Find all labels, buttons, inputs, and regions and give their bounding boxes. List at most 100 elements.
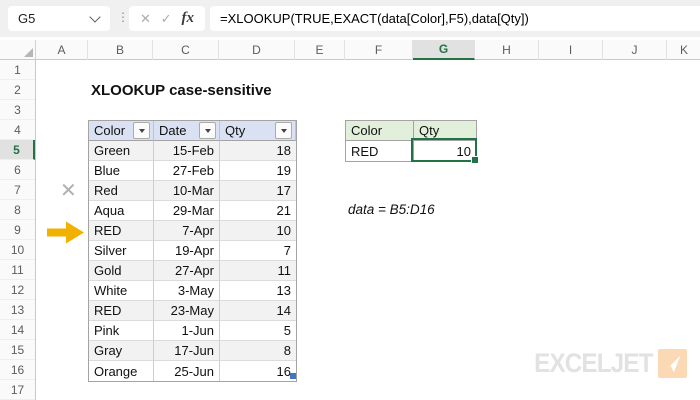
filter-icon[interactable] (199, 122, 216, 139)
row-header-12[interactable]: 12 (0, 280, 35, 300)
fill-handle[interactable] (471, 156, 479, 164)
lookup-table: Color Qty RED 10 (345, 120, 477, 162)
name-box-value: G5 (18, 11, 36, 26)
cell-date[interactable]: 17-Jun (154, 341, 220, 361)
row-header-5[interactable]: 5 (0, 140, 35, 160)
cell-date[interactable]: 23-May (154, 301, 220, 321)
cell-color[interactable]: Pink (89, 321, 154, 341)
cell-date[interactable]: 1-Jun (154, 321, 220, 341)
column-header-f[interactable]: F (345, 40, 413, 60)
table-row: Green 15-Feb 18 (89, 141, 296, 161)
table-row: Orange 25-Jun 16 (89, 361, 296, 381)
cancel-icon[interactable]: ✕ (139, 11, 151, 26)
cell-qty[interactable]: 8 (220, 341, 296, 361)
cell-date[interactable]: 7-Apr (154, 221, 220, 241)
cell-qty[interactable]: 7 (220, 241, 296, 261)
lookup-header-row: Color Qty (346, 121, 476, 141)
select-all-corner[interactable] (0, 40, 36, 60)
column-header-e[interactable]: E (295, 40, 345, 60)
cell-qty[interactable]: 21 (220, 201, 296, 221)
header-cell-qty[interactable]: Qty (220, 121, 296, 141)
cell-color[interactable]: Red (89, 181, 154, 201)
row-header-9[interactable]: 9 (0, 220, 35, 240)
row-header-10[interactable]: 10 (0, 240, 35, 260)
column-header-j[interactable]: J (603, 40, 667, 60)
row-header-6[interactable]: 6 (0, 160, 35, 180)
row-header-17[interactable]: 17 (0, 380, 35, 400)
cell-qty[interactable]: 19 (220, 161, 296, 181)
column-header-h[interactable]: H (475, 40, 539, 60)
formula-input[interactable]: =XLOOKUP(TRUE,EXACT(data[Color],F5),data… (210, 6, 700, 31)
cell-color[interactable]: Green (89, 141, 154, 161)
cell-qty[interactable]: 11 (220, 261, 296, 281)
chevron-down-icon[interactable] (89, 11, 101, 23)
row-header-16[interactable]: 16 (0, 360, 35, 380)
lookup-header-qty[interactable]: Qty (414, 121, 476, 141)
row-header-7[interactable]: 7 (0, 180, 35, 200)
lookup-header-color[interactable]: Color (346, 121, 414, 141)
row-header-3[interactable]: 3 (0, 100, 35, 120)
row-header-8[interactable]: 8 (0, 200, 35, 220)
column-header-k[interactable]: K (667, 40, 700, 60)
row-header-14[interactable]: 14 (0, 320, 35, 340)
cell-date[interactable]: 10-Mar (154, 181, 220, 201)
filter-icon[interactable] (275, 122, 292, 139)
cell-color[interactable]: Gray (89, 341, 154, 361)
select-all-icon (24, 48, 33, 57)
formula-text: =XLOOKUP(TRUE,EXACT(data[Color],F5),data… (220, 11, 529, 26)
row-header-4[interactable]: 4 (0, 120, 35, 140)
lookup-cell-color[interactable]: RED (346, 141, 414, 161)
sheet-title: XLOOKUP case-sensitive (91, 82, 272, 99)
table-row: RED 7-Apr 10 (89, 221, 296, 241)
row-header-13[interactable]: 13 (0, 300, 35, 320)
column-header-a[interactable]: A (36, 40, 88, 60)
formula-bar: G5 ⋮ ✕ ✓ fx =XLOOKUP(TRUE,EXACT(data[Col… (0, 0, 700, 37)
table-row: Gray 17-Jun 8 (89, 341, 296, 361)
cell-color[interactable]: Gold (89, 261, 154, 281)
column-header-d[interactable]: D (219, 40, 295, 60)
cell-color[interactable]: RED (89, 221, 154, 241)
insert-function-icon[interactable]: fx (181, 10, 195, 26)
header-cell-date[interactable]: Date (154, 121, 220, 141)
table-resize-handle[interactable] (290, 373, 296, 379)
cell-date[interactable]: 19-Apr (154, 241, 220, 261)
cell-qty[interactable]: 5 (220, 321, 296, 341)
cell-qty[interactable]: 18 (220, 141, 296, 161)
lookup-cell-qty[interactable]: 10 (414, 141, 476, 161)
exceljet-logo-text: EXCELJET (534, 348, 654, 378)
column-header-c[interactable]: C (153, 40, 219, 60)
row-header-15[interactable]: 15 (0, 340, 35, 360)
row-header-11[interactable]: 11 (0, 260, 35, 280)
column-header-g[interactable]: G (413, 40, 475, 60)
cell-date[interactable]: 27-Apr (154, 261, 220, 281)
table-row: RED 23-May 14 (89, 301, 296, 321)
cell-qty[interactable]: 16 (220, 361, 296, 381)
cell-color[interactable]: White (89, 281, 154, 301)
cell-color[interactable]: Orange (89, 361, 154, 381)
name-box[interactable]: G5 (8, 6, 110, 31)
row-header-1[interactable]: 1 (0, 60, 35, 80)
cell-color[interactable]: Blue (89, 161, 154, 181)
cell-color[interactable]: Silver (89, 241, 154, 261)
table-row: Silver 19-Apr 7 (89, 241, 296, 261)
cell-date[interactable]: 15-Feb (154, 141, 220, 161)
column-header-b[interactable]: B (88, 40, 153, 60)
cell-qty[interactable]: 10 (220, 221, 296, 241)
cell-qty[interactable]: 17 (220, 181, 296, 201)
table-row: Blue 27-Feb 19 (89, 161, 296, 181)
table-row: White 3-May 13 (89, 281, 296, 301)
cell-date[interactable]: 29-Mar (154, 201, 220, 221)
row-header-2[interactable]: 2 (0, 80, 35, 100)
confirm-icon[interactable]: ✓ (160, 11, 172, 26)
cell-color[interactable]: RED (89, 301, 154, 321)
filter-icon[interactable] (133, 122, 150, 139)
cell-date[interactable]: 3-May (154, 281, 220, 301)
cell-qty[interactable]: 14 (220, 301, 296, 321)
cell-date[interactable]: 27-Feb (154, 161, 220, 181)
header-cell-color[interactable]: Color (89, 121, 154, 141)
cell-date[interactable]: 25-Jun (154, 361, 220, 381)
cell-color[interactable]: Aqua (89, 201, 154, 221)
cell-qty[interactable]: 13 (220, 281, 296, 301)
column-header-i[interactable]: I (539, 40, 603, 60)
x-marker-icon: ✕ (60, 180, 77, 202)
